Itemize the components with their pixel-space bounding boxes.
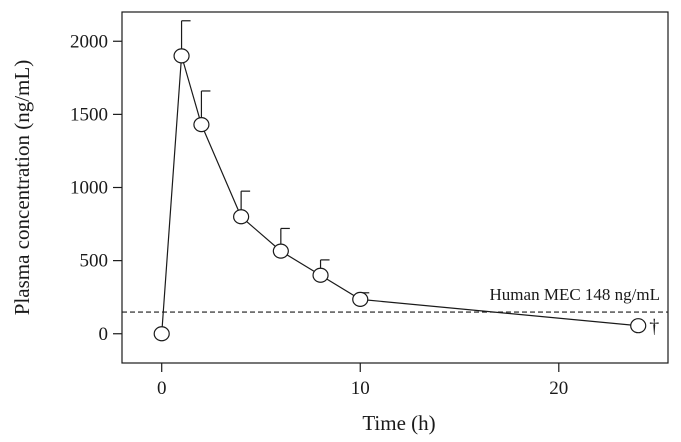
series-layer: [153, 20, 647, 342]
data-point: [272, 243, 289, 259]
reference-layer: Human MEC 148 ng/mL: [122, 285, 668, 313]
y-axis-title: Plasma concentration (ng/mL): [10, 60, 34, 315]
dagger-annotation: †: [649, 316, 659, 338]
y-tick-label: 1000: [70, 178, 108, 199]
axes-layer: 0 500 1000 1500 2000 0 10 20: [70, 11, 669, 399]
data-point: [312, 267, 329, 283]
data-point: [173, 48, 190, 64]
data-point: [630, 318, 647, 334]
y-tick-label: 500: [80, 251, 109, 272]
x-axis-title: Time (h): [362, 411, 435, 435]
x-tick-label: 0: [157, 378, 167, 399]
x-tick-label: 10: [351, 378, 370, 399]
plot-frame: [121, 11, 669, 364]
mec-reference-label: Human MEC 148 ng/mL: [490, 285, 660, 304]
x-tick-label: 20: [549, 378, 568, 399]
data-point: [153, 326, 170, 342]
y-tick-label: 0: [99, 324, 109, 345]
y-tick-label: 2000: [70, 31, 108, 52]
label-layer: Time (h) Plasma concentration (ng/mL) †: [10, 60, 659, 435]
data-point: [193, 117, 210, 133]
data-point: [233, 209, 250, 225]
data-point: [352, 291, 369, 307]
y-tick-label: 1500: [70, 104, 108, 125]
